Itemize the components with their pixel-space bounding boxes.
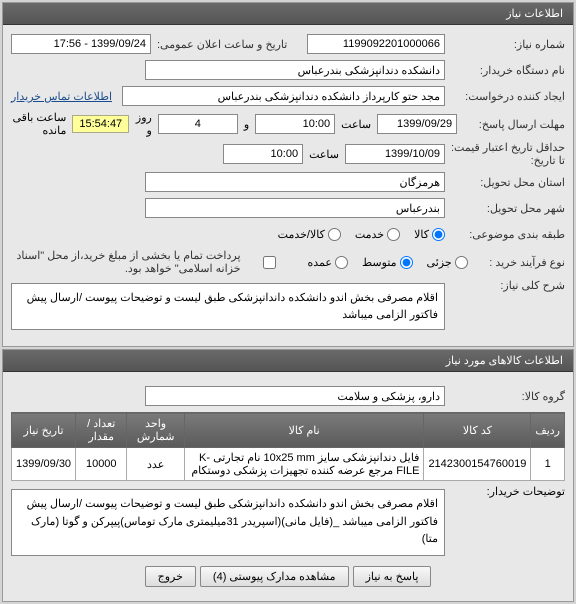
input-days-left — [158, 114, 238, 134]
radio-mid-label: متوسط — [362, 256, 397, 269]
label-valid: حداقل تاریخ اعتبار قیمت: تا تاریخ: — [445, 141, 565, 167]
label-and: و — [244, 118, 249, 131]
row-valid-date: حداقل تاریخ اعتبار قیمت: تا تاریخ: ساعت — [11, 141, 565, 167]
label-process: نوع فرآیند خرید : — [468, 256, 565, 269]
label-creator: ایجاد کننده درخواست: — [445, 90, 565, 103]
th-unit: واحد شمارش — [127, 413, 184, 448]
input-announce-date[interactable] — [11, 34, 151, 54]
radio-low[interactable]: جزئی — [427, 256, 468, 269]
input-buyer-org[interactable] — [145, 60, 445, 80]
label-hour-2: ساعت — [309, 148, 339, 161]
label-need-no: شماره نیاز: — [445, 38, 565, 51]
row-city: شهر محل تحویل: — [11, 197, 565, 219]
radio-high[interactable]: عمده — [308, 256, 348, 269]
cell-unit: عدد — [127, 448, 184, 481]
radio-goods[interactable]: کالا — [414, 228, 445, 241]
input-valid-time[interactable] — [223, 144, 303, 164]
items-panel: اطلاعات کالاهای مورد نیاز گروه کالا: ردی… — [2, 349, 574, 602]
process-note: پرداخت تمام یا بخشی از مبلغ خرید،از محل … — [11, 249, 241, 275]
input-deadline-date[interactable] — [377, 114, 457, 134]
cell-qty: 10000 — [76, 448, 127, 481]
radio-goods-label: کالا — [414, 228, 429, 241]
label-category: گروه کالا: — [445, 390, 565, 403]
row-category: گروه کالا: — [11, 386, 565, 406]
attachments-button[interactable]: مشاهده مدارک پیوستی (4) — [200, 566, 349, 587]
radio-mid-input[interactable] — [400, 256, 413, 269]
input-need-no[interactable] — [307, 34, 445, 54]
label-buyer-desc: توضیحات خریدار: — [445, 485, 565, 498]
label-announce: تاریخ و ساعت اعلان عمومی: — [151, 38, 287, 51]
reply-button[interactable]: پاسخ به نیاز — [353, 566, 432, 587]
row-buyer-desc: توضیحات خریدار: اقلام مصرفی بخش اندو دان… — [11, 485, 565, 560]
summary-text: اقلام مصرفی بخش اندو دانشکده داندانپزشکی… — [11, 283, 445, 330]
input-city[interactable] — [145, 198, 445, 218]
radio-service-input[interactable] — [387, 228, 400, 241]
radio-both-label: کالا/خدمت — [278, 228, 325, 241]
exit-button[interactable]: خروج — [145, 566, 196, 587]
label-hour-1: ساعت — [341, 118, 371, 131]
th-qty: تعداد / مقدار — [76, 413, 127, 448]
label-day: روز و — [135, 111, 152, 137]
label-deadline: مهلت ارسال پاسخ: — [457, 118, 565, 131]
radio-both[interactable]: کالا/خدمت — [278, 228, 341, 241]
cell-code: 2142300154760019 — [424, 448, 531, 481]
input-valid-date[interactable] — [345, 144, 445, 164]
radio-service[interactable]: خدمت — [355, 228, 400, 241]
radio-both-input[interactable] — [328, 228, 341, 241]
radio-mid[interactable]: متوسط — [362, 256, 413, 269]
input-category[interactable] — [145, 386, 445, 406]
th-date: تاریخ نیاز — [12, 413, 76, 448]
input-deadline-time[interactable] — [255, 114, 335, 134]
link-contact-info[interactable]: اطلاعات تماس خریدار — [11, 90, 112, 103]
row-buyer-org: نام دستگاه خریدار: — [11, 59, 565, 81]
input-province[interactable] — [145, 172, 445, 192]
label-summary: شرح کلی نیاز: — [445, 279, 565, 292]
th-name: نام کالا — [184, 413, 424, 448]
cell-row: 1 — [531, 448, 565, 481]
radio-high-input[interactable] — [335, 256, 348, 269]
radio-low-input[interactable] — [455, 256, 468, 269]
items-table: ردیف کد کالا نام کالا واحد شمارش تعداد /… — [11, 412, 565, 481]
countdown-timer: 15:54:47 — [72, 115, 129, 133]
table-row[interactable]: 1 2142300154760019 فایل دندانپزشکی سایز … — [12, 448, 565, 481]
label-city: شهر محل تحویل: — [445, 202, 565, 215]
cell-name: فایل دندانپزشکی سایز 10x25 mm نام تجارتی… — [184, 448, 424, 481]
th-code: کد کالا — [424, 413, 531, 448]
label-buyer-org: نام دستگاه خریدار: — [445, 64, 565, 77]
row-budget-type: طبقه بندی موضوعی: کالا خدمت کالا/خدمت — [11, 223, 565, 245]
row-creator: ایجاد کننده درخواست: اطلاعات تماس خریدار — [11, 85, 565, 107]
label-province: استان محل تحویل: — [445, 176, 565, 189]
row-deadline: مهلت ارسال پاسخ: ساعت و روز و 15:54:47 س… — [11, 111, 565, 137]
cell-date: 1399/09/30 — [12, 448, 76, 481]
radio-service-label: خدمت — [355, 228, 384, 241]
label-budget: طبقه بندی موضوعی: — [445, 228, 565, 241]
label-remaining: ساعت باقی مانده — [11, 111, 66, 137]
row-province: استان محل تحویل: — [11, 171, 565, 193]
buyer-desc-text: اقلام مصرفی بخش اندو دانشکده داندانپزشکی… — [11, 489, 445, 556]
checkbox-treasury[interactable] — [263, 256, 276, 269]
radio-goods-input[interactable] — [432, 228, 445, 241]
need-info-header: اطلاعات نیاز — [3, 3, 573, 25]
row-need-number: شماره نیاز: تاریخ و ساعت اعلان عمومی: — [11, 33, 565, 55]
input-creator[interactable] — [122, 86, 445, 106]
radio-low-label: جزئی — [427, 256, 452, 269]
action-bar: پاسخ به نیاز مشاهده مدارک پیوستی (4) خرو… — [11, 560, 565, 593]
radio-high-label: عمده — [308, 256, 332, 269]
row-summary: شرح کلی نیاز: اقلام مصرفی بخش اندو دانشک… — [11, 279, 565, 334]
row-process-type: نوع فرآیند خرید : جزئی متوسط عمده پرداخت… — [11, 249, 565, 275]
th-row: ردیف — [531, 413, 565, 448]
items-header: اطلاعات کالاهای مورد نیاز — [3, 350, 573, 372]
need-info-panel: اطلاعات نیاز شماره نیاز: تاریخ و ساعت اع… — [2, 2, 574, 347]
